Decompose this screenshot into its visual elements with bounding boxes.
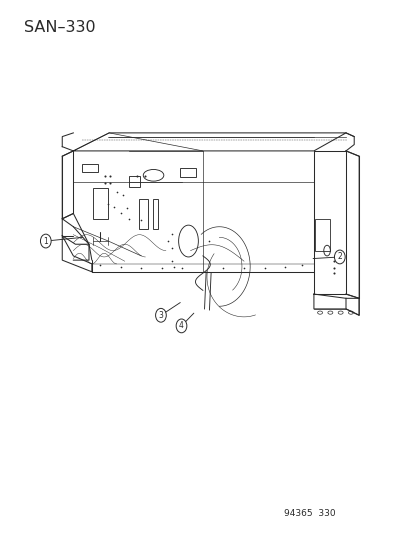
Circle shape bbox=[176, 319, 186, 333]
Text: SAN–330: SAN–330 bbox=[24, 20, 95, 35]
Text: 3: 3 bbox=[158, 311, 163, 320]
Circle shape bbox=[40, 234, 51, 248]
Circle shape bbox=[334, 250, 344, 264]
Text: 94365  330: 94365 330 bbox=[283, 510, 335, 519]
Text: 4: 4 bbox=[179, 321, 183, 330]
Text: 2: 2 bbox=[337, 253, 342, 262]
Text: 1: 1 bbox=[43, 237, 48, 246]
Circle shape bbox=[155, 309, 166, 322]
